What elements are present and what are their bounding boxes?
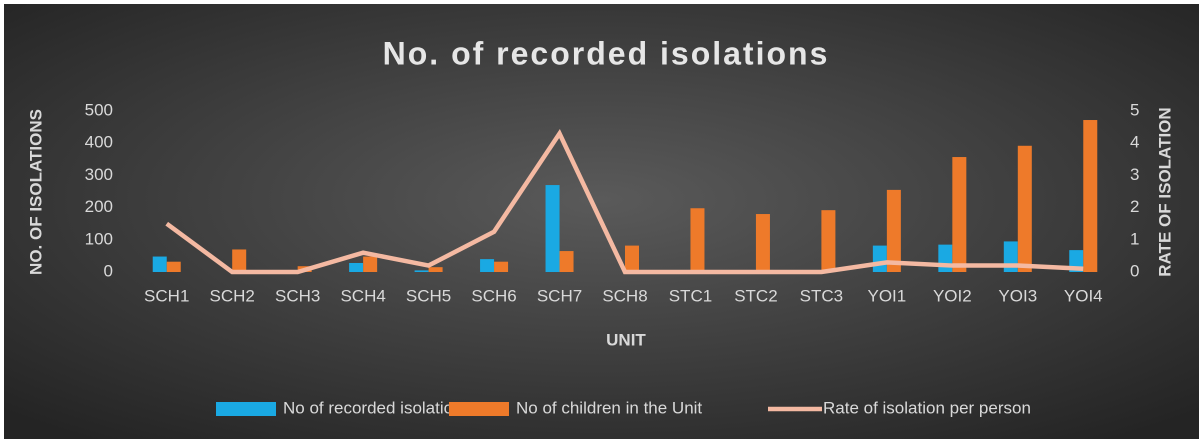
y-tick-label: 400	[85, 133, 113, 152]
bar	[1017, 145, 1032, 272]
legend-label: No of recorded isolations	[283, 398, 471, 417]
y2-axis-title: RATE OF ISOLATION	[1155, 107, 1174, 276]
y-tick-label: 200	[85, 197, 113, 216]
x-tick-label: STC1	[669, 286, 712, 305]
bar	[625, 245, 639, 272]
bar	[152, 256, 167, 272]
bar	[349, 262, 364, 272]
bar	[690, 208, 705, 272]
bar	[1083, 120, 1098, 273]
y-tick-label: 0	[104, 261, 113, 280]
x-tick-label: SCH8	[602, 286, 647, 305]
legend-swatch	[449, 402, 509, 416]
x-tick-label: STC3	[800, 286, 843, 305]
x-tick-label: YOI2	[933, 286, 972, 305]
bar	[494, 261, 509, 272]
bar	[166, 261, 181, 272]
x-tick-label: SCH4	[340, 286, 385, 305]
bar	[545, 185, 560, 272]
x-tick-label: SCH7	[537, 286, 582, 305]
bar	[886, 189, 901, 272]
x-tick-label: SCH3	[275, 286, 320, 305]
x-axis-title: UNIT	[606, 330, 646, 349]
chart-title: No. of recorded isolations	[383, 35, 830, 71]
bar	[952, 157, 967, 272]
bar	[821, 210, 836, 272]
y2-tick-label: 5	[1130, 100, 1139, 119]
x-tick-label: YOI1	[867, 286, 906, 305]
x-tick-label: YOI3	[998, 286, 1037, 305]
y-tick-label: 300	[85, 165, 113, 184]
legend-label: Rate of isolation per person	[823, 398, 1031, 417]
y2-tick-label: 2	[1130, 197, 1139, 216]
x-tick-label: SCH5	[406, 286, 451, 305]
y-tick-label: 100	[85, 229, 113, 248]
y-axis-title: NO. OF ISOLATIONS	[26, 109, 45, 275]
y2-tick-label: 4	[1130, 133, 1139, 152]
x-tick-label: SCH6	[471, 286, 516, 305]
bar	[755, 214, 770, 272]
line	[165, 128, 1084, 275]
bar	[872, 245, 887, 272]
bar	[414, 270, 429, 272]
bar	[480, 259, 495, 272]
y2-tick-label: 1	[1130, 229, 1139, 248]
x-tick-label: STC2	[734, 286, 777, 305]
legend-swatch	[216, 402, 276, 416]
bar	[363, 256, 378, 272]
x-tick-label: SCH2	[210, 286, 255, 305]
legend-label: No of children in the Unit	[516, 398, 702, 417]
bar	[559, 251, 574, 272]
y2-tick-label: 3	[1130, 165, 1139, 184]
y-tick-label: 500	[85, 100, 113, 119]
y2-tick-label: 0	[1130, 261, 1139, 280]
bar	[232, 249, 247, 272]
bar	[428, 267, 443, 272]
bar	[938, 244, 953, 272]
x-tick-label: YOI4	[1064, 286, 1103, 305]
x-tick-label: SCH1	[144, 286, 189, 305]
